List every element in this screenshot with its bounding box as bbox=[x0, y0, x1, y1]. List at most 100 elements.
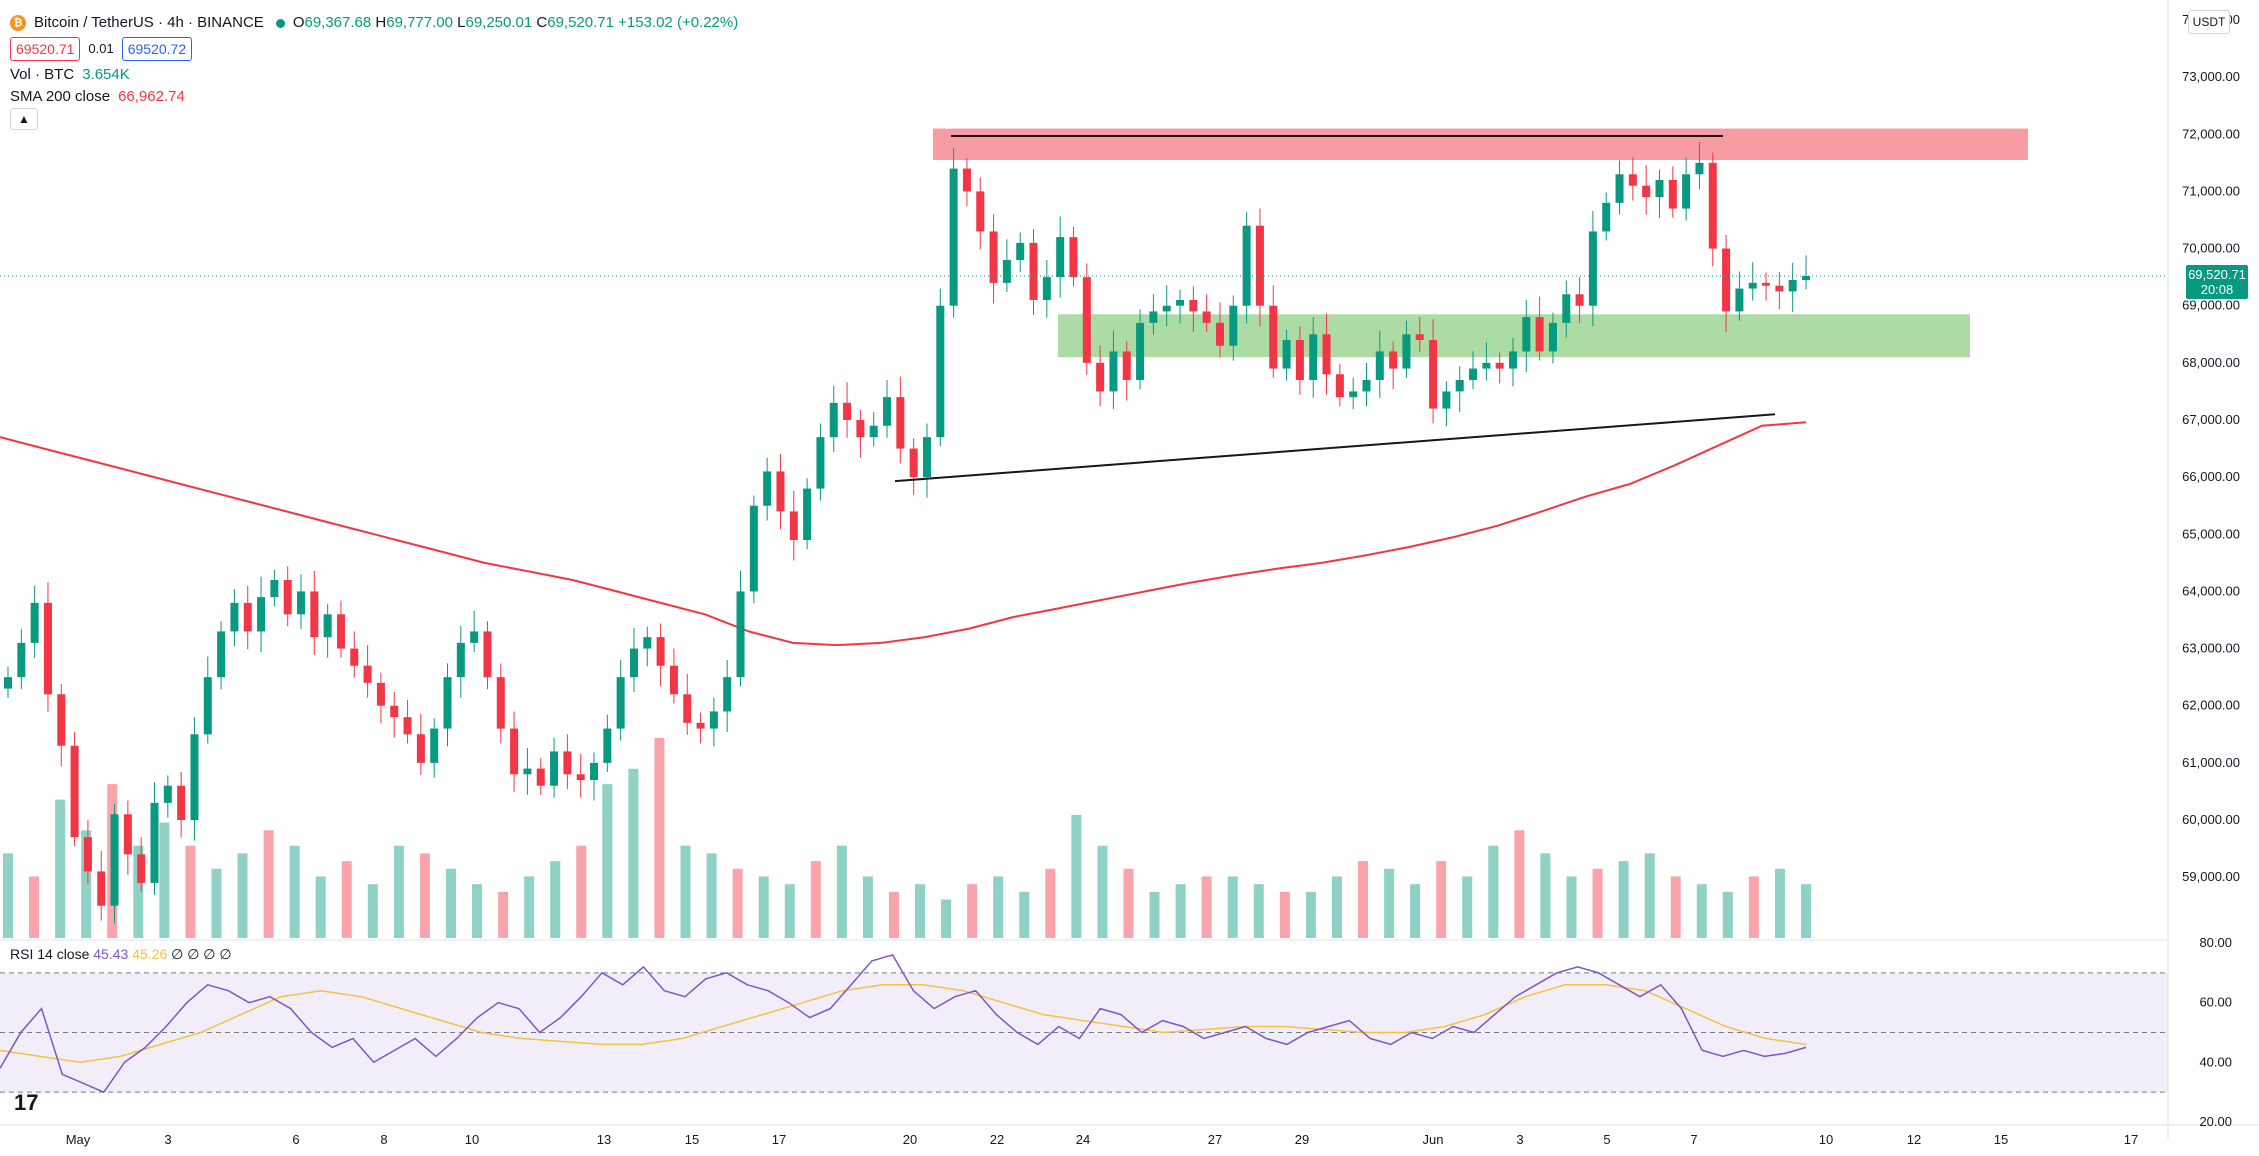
time-tick-label: 8 bbox=[380, 1132, 387, 1147]
symbol-title[interactable]: Bitcoin / TetherUS · 4h · BINANCE bbox=[34, 14, 264, 31]
volume-bar bbox=[967, 884, 978, 938]
volume-value: 3.654K bbox=[82, 66, 130, 83]
candle bbox=[1562, 294, 1571, 323]
tradingview-logo[interactable]: 17 bbox=[14, 1090, 39, 1115]
volume-bar bbox=[1618, 861, 1629, 938]
price-tick-label: 59,000.00 bbox=[2182, 869, 2240, 884]
rsi-legend[interactable]: RSI 14 close 45.43 45.26 ∅ ∅ ∅ ∅ bbox=[10, 946, 232, 963]
volume-legend[interactable]: Vol · BTC 3.654K bbox=[10, 64, 738, 86]
candle bbox=[696, 722, 705, 729]
candle bbox=[1016, 242, 1025, 260]
candle bbox=[1295, 340, 1304, 380]
candle bbox=[816, 437, 825, 489]
candle bbox=[709, 711, 718, 729]
time-tick-label: 17 bbox=[2124, 1132, 2138, 1147]
candle bbox=[869, 425, 878, 438]
sma-value: 66,962.74 bbox=[118, 88, 185, 105]
candle bbox=[1002, 260, 1011, 283]
price-badge bbox=[2186, 264, 2248, 299]
candle bbox=[163, 785, 172, 803]
rsi-ma-value: 45.26 bbox=[132, 946, 168, 962]
symbol-row: ₿ Bitcoin / TetherUS · 4h · BINANCE O69,… bbox=[10, 12, 738, 34]
candle bbox=[323, 614, 332, 638]
price-tick-label: 68,000.00 bbox=[2182, 355, 2240, 370]
volume-bar bbox=[888, 891, 899, 938]
candle bbox=[1575, 294, 1584, 306]
price-tick-label: 61,000.00 bbox=[2182, 755, 2240, 770]
volume-bar bbox=[211, 868, 222, 938]
time-tick-label: 10 bbox=[465, 1132, 479, 1147]
sma-legend[interactable]: SMA 200 close 66,962.74 bbox=[10, 86, 738, 108]
rsi-extras: ∅ ∅ ∅ ∅ bbox=[171, 946, 232, 962]
price-tick-label: 73,000.00 bbox=[2182, 69, 2240, 84]
candle bbox=[483, 631, 492, 678]
price-tick-label: 66,000.00 bbox=[2182, 469, 2240, 484]
time-tick-label: 10 bbox=[1819, 1132, 1833, 1147]
volume-bar bbox=[1123, 868, 1134, 938]
volume-bar bbox=[55, 799, 66, 938]
price-tick-label: 69,000.00 bbox=[2182, 298, 2240, 313]
candle bbox=[150, 802, 159, 883]
candle bbox=[1588, 231, 1597, 306]
candle bbox=[456, 642, 465, 678]
volume-bar bbox=[1462, 876, 1473, 938]
candle bbox=[1362, 380, 1371, 392]
volume-bar bbox=[862, 876, 873, 938]
rsi-tick-label: 80.00 bbox=[2199, 935, 2232, 950]
chevron-up-icon[interactable]: ▲ bbox=[10, 108, 38, 130]
volume-bar bbox=[393, 845, 404, 938]
candle bbox=[310, 591, 319, 638]
market-open-icon bbox=[275, 18, 285, 28]
volume-label: Vol · BTC bbox=[10, 66, 75, 83]
close-value: 69,520.71 bbox=[547, 14, 614, 31]
volume-bar bbox=[1201, 876, 1212, 938]
candle bbox=[1122, 351, 1131, 380]
volume-bar bbox=[1331, 876, 1342, 938]
rsi-tick-label: 20.00 bbox=[2199, 1114, 2232, 1129]
candle bbox=[1189, 300, 1198, 312]
chart-legend: ₿ Bitcoin / TetherUS · 4h · BINANCE O69,… bbox=[10, 12, 738, 130]
volume-bar bbox=[1149, 891, 1160, 938]
volume-bar bbox=[1097, 845, 1108, 938]
candle bbox=[430, 728, 439, 763]
volume-bar bbox=[1748, 876, 1759, 938]
volume-bar bbox=[341, 861, 352, 938]
candle bbox=[1628, 174, 1637, 186]
candle bbox=[789, 511, 798, 540]
volume-bar bbox=[1592, 868, 1603, 938]
volume-bar bbox=[680, 845, 691, 938]
candle bbox=[603, 728, 612, 763]
candle bbox=[1229, 305, 1238, 346]
candle bbox=[190, 734, 199, 820]
ohlc-values: O69,367.68 H69,777.00 L69,250.01 C69,520… bbox=[292, 14, 739, 31]
time-tick-label: 3 bbox=[164, 1132, 171, 1147]
sell-button[interactable]: 69520.71 bbox=[10, 37, 81, 61]
price-tick-label: 71,000.00 bbox=[2182, 183, 2240, 198]
candle bbox=[909, 448, 918, 478]
candle bbox=[590, 762, 599, 780]
volume-bar bbox=[1696, 884, 1707, 938]
candle bbox=[749, 505, 758, 592]
candle bbox=[1255, 225, 1264, 306]
volume-bar bbox=[1279, 891, 1290, 938]
price-badge-value: 69,520.71 bbox=[2188, 267, 2246, 282]
volume-bar bbox=[1384, 868, 1395, 938]
candle bbox=[1176, 300, 1185, 306]
volume-bar bbox=[1722, 891, 1733, 938]
volume-bar bbox=[1227, 876, 1238, 938]
candle bbox=[203, 677, 212, 735]
currency-button[interactable]: USDT bbox=[2188, 10, 2230, 34]
candle bbox=[217, 631, 226, 678]
volume-bar bbox=[367, 884, 378, 938]
candle bbox=[683, 694, 692, 723]
volume-bar bbox=[1358, 861, 1369, 938]
volume-bar bbox=[1644, 853, 1655, 938]
candle bbox=[1602, 202, 1611, 232]
candle bbox=[1695, 162, 1704, 175]
volume-bar bbox=[263, 830, 274, 938]
candle bbox=[1082, 277, 1091, 363]
buy-button[interactable]: 69520.72 bbox=[121, 37, 193, 61]
volume-bar bbox=[1801, 884, 1811, 938]
